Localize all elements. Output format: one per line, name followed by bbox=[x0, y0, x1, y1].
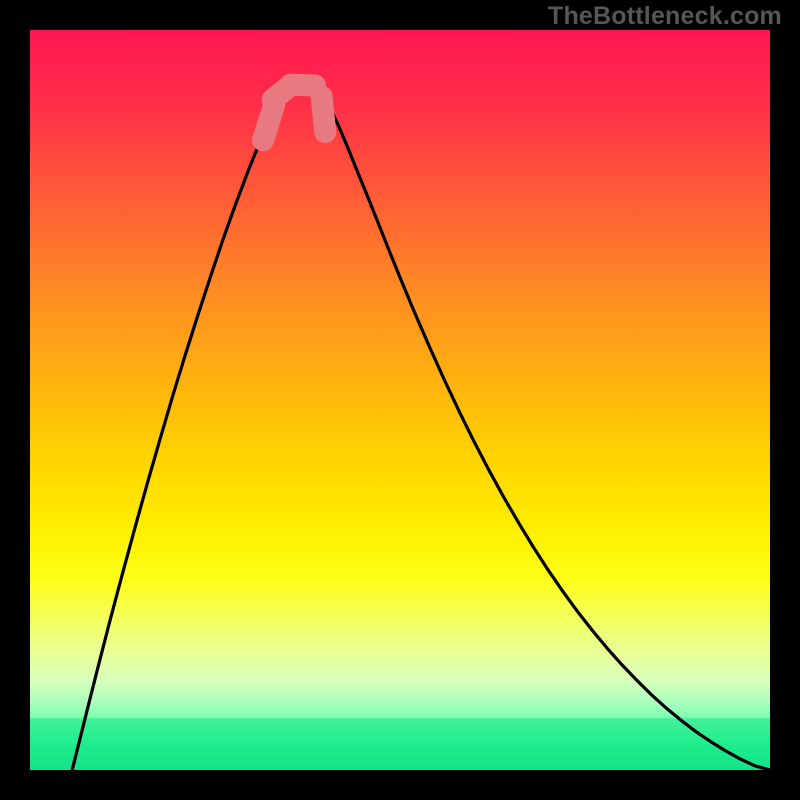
chart-container: TheBottleneck.com bbox=[0, 0, 800, 800]
chart-svg bbox=[0, 0, 800, 800]
green-band bbox=[30, 718, 770, 770]
watermark-text: TheBottleneck.com bbox=[548, 2, 782, 31]
gradient-background bbox=[30, 30, 770, 770]
trough-marker-seg-2 bbox=[290, 85, 314, 86]
trough-marker-seg-3 bbox=[322, 97, 326, 133]
